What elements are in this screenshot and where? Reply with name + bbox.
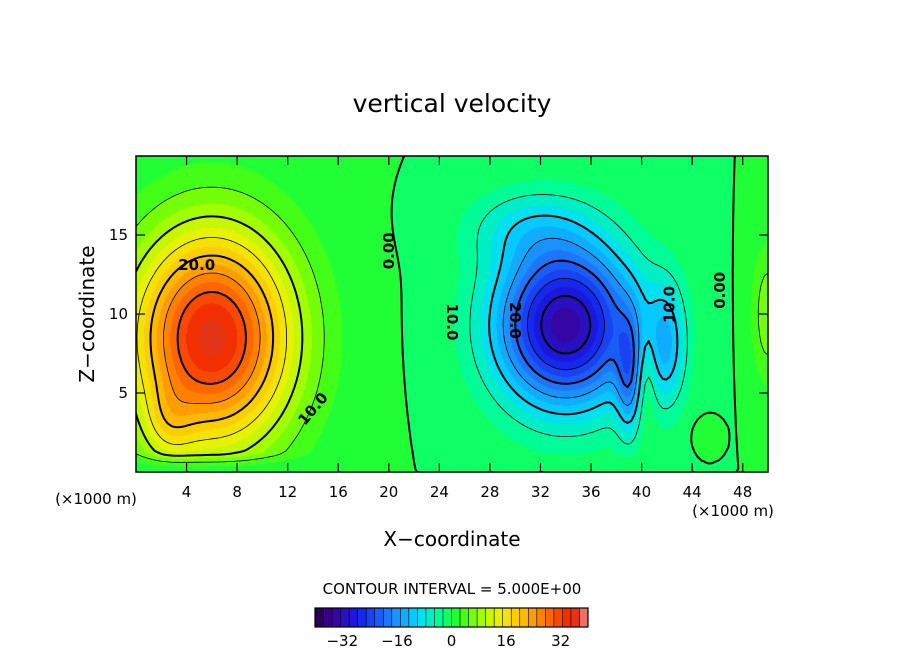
contour-label-4: 20.0	[506, 302, 524, 339]
x-tick-label-8: 8	[232, 483, 242, 501]
colorbar-bin-24	[519, 608, 529, 627]
x-axis-unit-right: (×1000 m)	[692, 502, 774, 520]
colorbar-bin-5	[357, 608, 367, 627]
colorbar-bin-28	[553, 608, 563, 627]
x-tick-label-24: 24	[430, 483, 449, 501]
colorbar-bin-10	[400, 608, 410, 627]
contour-level-neg20	[514, 259, 635, 389]
colorbar-bin-3	[340, 608, 350, 627]
colorbar-bin-18	[468, 608, 478, 627]
colorbar-bin-2	[332, 608, 341, 627]
x-tick-label-40: 40	[632, 483, 651, 501]
y-axis-ticks: 5 10 15	[109, 226, 768, 402]
contour-level-15	[136, 237, 287, 445]
contour-level-neg5	[469, 194, 688, 445]
x-tick-label-20: 20	[379, 483, 398, 501]
contour-label-2: 0.00	[380, 232, 398, 269]
colorbar-bin-27	[545, 608, 555, 627]
colorbar-bin-15	[442, 608, 452, 627]
colorbar-bin-31	[579, 608, 589, 627]
contour-label-0: 20.0	[178, 256, 215, 274]
x-tick-label-12: 12	[278, 483, 297, 501]
x-tick-label-32: 32	[531, 483, 550, 501]
colorbar-bin-4	[349, 608, 358, 627]
x-tick-label-28: 28	[480, 483, 499, 501]
colorbar	[314, 607, 589, 628]
colorbar-bin-20	[485, 608, 495, 627]
y-tick-label-5: 5	[118, 384, 128, 402]
colorbar-bin-12	[417, 608, 427, 627]
contour-interval-label: CONTOUR INTERVAL = 5.000E+00	[323, 580, 582, 598]
colorbar-bin-16	[451, 608, 461, 627]
x-axis-label: X−coordinate	[383, 527, 520, 551]
contour-level-20	[149, 254, 275, 429]
colorbar-bin-19	[477, 608, 486, 627]
contour-level-25	[163, 272, 261, 404]
y-tick-label-15: 15	[109, 226, 128, 244]
colorbar-bin-8	[383, 608, 393, 627]
colorbar-bin-21	[494, 608, 503, 627]
y-axis-label: Z−coordinate	[75, 245, 99, 382]
colorbar-frame	[314, 607, 589, 628]
colorbar-bin-26	[536, 608, 546, 627]
contour-level-30	[176, 291, 247, 385]
contour-level-5	[136, 186, 768, 463]
colorbar-bin-0	[315, 608, 324, 627]
colorbar-tick-label-4: 32	[551, 632, 570, 650]
colorbar-bin-9	[391, 608, 401, 627]
plot-area	[136, 156, 768, 472]
colorbar-bin-13	[425, 608, 435, 627]
colorbar-bin-14	[434, 608, 444, 627]
y-tick-label-10: 10	[109, 305, 128, 323]
contour-level-neg30	[540, 294, 592, 355]
contour-label-5: 10.0	[660, 286, 678, 323]
contour-label-6: 0.00	[711, 272, 729, 309]
contour-level-0	[390, 156, 740, 472]
contour-lines	[136, 156, 768, 472]
x-tick-label-48: 48	[733, 483, 752, 501]
colorbar-bin-29	[562, 608, 572, 627]
colorbar-bin-25	[528, 608, 538, 627]
x-tick-label-16: 16	[329, 483, 348, 501]
colorbar-tick-label-1: −16	[381, 632, 413, 650]
colorbar-tick-labels: −32 −16 0 16 32	[326, 632, 570, 650]
colorbar-tick-label-2: 0	[447, 632, 457, 650]
contour-level-10	[136, 215, 304, 457]
colorbar-bin-23	[511, 608, 521, 627]
colorbar-bin-6	[366, 608, 376, 627]
colorbar-bin-17	[460, 608, 469, 627]
x-tick-label-36: 36	[581, 483, 600, 501]
contour-level-neg25	[527, 277, 605, 371]
colorbar-bin-7	[374, 608, 384, 627]
x-tick-label-4: 4	[182, 483, 192, 501]
contour-level-neg15	[502, 237, 640, 407]
colorbar-tick-label-0: −32	[326, 632, 358, 650]
x-axis-ticks: 4 8 12 16 20 24 28 32 36 40 44 48	[182, 156, 752, 501]
colorbar-bin-22	[502, 608, 512, 627]
colorbar-bin-11	[408, 608, 418, 627]
x-axis-unit-left: (×1000 m)	[55, 490, 137, 508]
chart-title: vertical velocity	[353, 89, 552, 118]
colorbar-bin-1	[323, 608, 333, 627]
contour-label-3: 10.0	[443, 303, 461, 340]
contour-level-neg10	[488, 214, 679, 424]
colorbar-bin-30	[570, 608, 580, 627]
colorbar-tick-label-3: 16	[497, 632, 516, 650]
x-tick-label-44: 44	[683, 483, 702, 501]
